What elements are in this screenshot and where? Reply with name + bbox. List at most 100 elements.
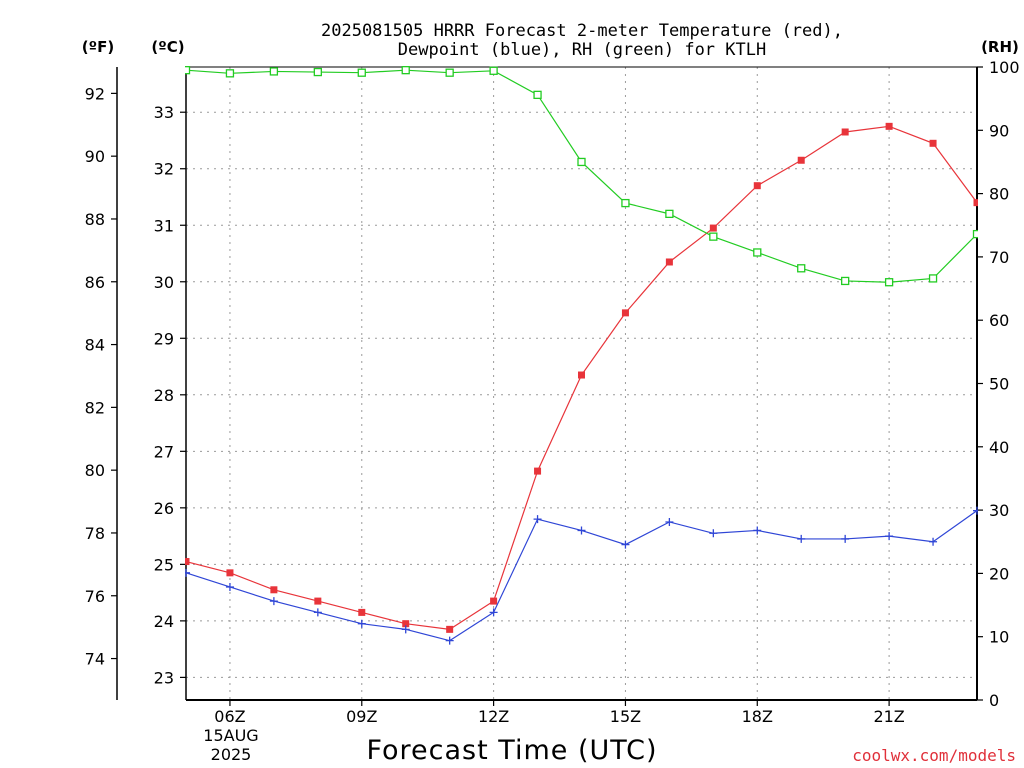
rh-tick-label: 40 (989, 438, 1009, 457)
celsius-tick-label: 28 (154, 386, 174, 405)
data-point (357, 619, 366, 628)
data-point (226, 569, 234, 577)
celsius-tick-label: 31 (154, 216, 174, 235)
fahrenheit-tick-label: 84 (85, 336, 105, 355)
series-rh (185, 66, 978, 287)
data-point (357, 68, 366, 77)
data-point (621, 540, 630, 549)
data-point (185, 568, 190, 577)
x-tick-label: 09Z (346, 707, 377, 726)
celsius-tick-label: 29 (154, 329, 174, 348)
series-line (185, 69, 978, 283)
data-point (665, 209, 674, 219)
data-point (753, 182, 761, 190)
celsius-tick-label: 25 (154, 555, 174, 574)
rh-tick-label: 90 (989, 121, 1009, 140)
data-point (928, 274, 938, 283)
series-dewpoint (185, 506, 978, 645)
x-tick-label: 21Z (873, 707, 904, 726)
celsius-tick-label: 23 (154, 668, 174, 687)
data-point (313, 67, 322, 77)
data-point (709, 529, 718, 538)
data-point (665, 517, 674, 526)
fahrenheit-tick-label: 74 (85, 650, 105, 669)
data-point (445, 636, 454, 645)
x-tick-label: 18Z (742, 707, 773, 726)
data-point (841, 534, 850, 543)
date-label-day: 15AUG (203, 726, 258, 745)
rh-tick-label: 100 (989, 58, 1020, 77)
data-point (885, 532, 894, 541)
fahrenheit-tick-label: 78 (85, 524, 105, 543)
data-point (973, 506, 978, 515)
data-point (402, 620, 410, 628)
data-point (885, 122, 893, 130)
series-temperature (185, 122, 978, 633)
data-point (534, 467, 542, 475)
rh-tick-label: 60 (989, 311, 1009, 330)
data-point (841, 128, 849, 136)
data-point (314, 597, 322, 605)
data-point (185, 558, 190, 566)
fahrenheit-tick-label: 76 (85, 587, 105, 606)
data-point (797, 264, 806, 273)
data-point (797, 156, 805, 164)
data-point (225, 69, 235, 78)
celsius-tick-label: 33 (154, 103, 174, 122)
fahrenheit-tick-label: 90 (85, 147, 105, 166)
data-point (269, 597, 278, 606)
data-point (973, 199, 978, 207)
rh-tick-label: 10 (989, 628, 1009, 647)
data-point (929, 537, 938, 546)
x-tick-label: 06Z (214, 707, 245, 726)
data-point (577, 526, 586, 535)
rh-tick-label: 20 (989, 564, 1009, 583)
data-point (621, 198, 630, 208)
rh-tick-label: 0 (989, 691, 999, 710)
data-point (225, 582, 234, 591)
data-point (270, 586, 278, 594)
data-point (489, 608, 498, 617)
data-point (753, 248, 762, 257)
fahrenheit-tick-label: 82 (85, 398, 105, 417)
data-point (185, 66, 191, 75)
data-point (445, 68, 454, 77)
celsius-tick-label: 24 (154, 612, 174, 631)
rh-tick-label: 80 (989, 185, 1009, 204)
celsius-tick-label: 26 (154, 499, 174, 518)
data-point (313, 608, 322, 617)
data-point (490, 597, 498, 605)
fahrenheit-unit-label: (ºF) (82, 38, 114, 56)
data-point (884, 278, 894, 287)
data-point (446, 625, 454, 633)
rh-unit-label: (RH) (981, 38, 1019, 56)
data-point (709, 232, 718, 241)
data-point (665, 258, 673, 266)
data-point (929, 139, 937, 147)
credit-text: coolwx.com/models (852, 746, 1016, 765)
rh-tick-label: 30 (989, 501, 1009, 520)
fahrenheit-tick-label: 86 (85, 273, 105, 292)
axes: 74 76 78 80 82 84 86 88 90 92 23 24 25 26 27 28 29 30 31 32… (85, 58, 1020, 726)
data-point (621, 309, 629, 317)
data-point (401, 625, 410, 634)
celsius-tick-label: 32 (154, 160, 174, 179)
chart-title-line2: Dewpoint (blue), RH (green) for KTLH (398, 40, 766, 60)
data-point (358, 608, 366, 616)
celsius-tick-label: 27 (154, 442, 174, 461)
data-point (533, 515, 542, 524)
celsius-tick-label: 30 (154, 273, 174, 292)
rh-tick-label: 50 (989, 375, 1009, 394)
chart-title-line1: 2025081505 HRRR Forecast 2-meter Tempera… (321, 21, 843, 41)
data-point (797, 534, 806, 543)
rh-tick-label: 70 (989, 248, 1009, 267)
data-point (401, 66, 410, 75)
data-point (489, 66, 498, 75)
data-point (841, 276, 850, 286)
data-point (269, 67, 279, 76)
x-tick-label: 15Z (610, 707, 641, 726)
x-tick-label: 12Z (478, 707, 509, 726)
fahrenheit-tick-label: 80 (85, 461, 105, 480)
fahrenheit-tick-label: 88 (85, 210, 105, 229)
